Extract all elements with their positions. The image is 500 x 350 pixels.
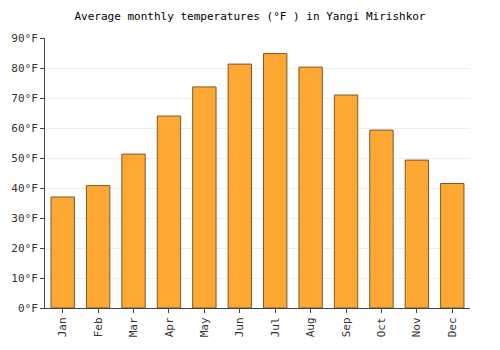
svg-text:Dec: Dec	[446, 317, 459, 337]
svg-text:60°F: 60°F	[11, 122, 38, 135]
svg-text:20°F: 20°F	[11, 242, 38, 255]
svg-text:30°F: 30°F	[11, 212, 38, 225]
svg-text:70°F: 70°F	[11, 92, 38, 105]
svg-text:Feb: Feb	[92, 317, 105, 337]
svg-text:Mar: Mar	[127, 317, 140, 337]
svg-text:Apr: Apr	[163, 317, 176, 337]
svg-text:Jul: Jul	[269, 317, 282, 337]
svg-text:Oct: Oct	[375, 317, 388, 337]
svg-text:Jun: Jun	[233, 317, 246, 337]
svg-text:Aug: Aug	[304, 317, 317, 337]
svg-text:90°F: 90°F	[11, 32, 38, 45]
svg-text:10°F: 10°F	[11, 272, 38, 285]
svg-text:May: May	[198, 317, 211, 337]
svg-text:80°F: 80°F	[11, 62, 38, 75]
svg-text:Nov: Nov	[410, 317, 423, 337]
svg-text:0°F: 0°F	[18, 302, 38, 315]
svg-text:40°F: 40°F	[11, 182, 38, 195]
svg-text:Jan: Jan	[56, 317, 69, 337]
svg-text:Sep: Sep	[340, 317, 353, 337]
svg-text:50°F: 50°F	[11, 152, 38, 165]
svg-text:Average monthly temperatures (: Average monthly temperatures (°F ) in Ya…	[75, 10, 426, 23]
